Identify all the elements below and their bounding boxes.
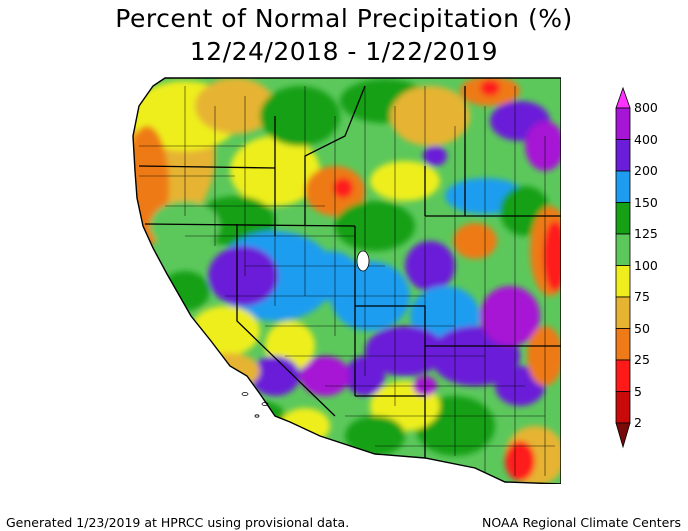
legend-band: [615, 202, 631, 235]
legend-band: [615, 107, 631, 140]
color-legend: 800 400 200 150 125 100 75 50 25 5 2: [614, 76, 688, 456]
map-title-block: Percent of Normal Precipitation (%) 12/2…: [0, 2, 688, 68]
legend-arrow-top: [615, 86, 631, 109]
precipitation-map-svg: [132, 77, 561, 484]
legend-band: [615, 391, 631, 424]
legend-label: 150: [634, 194, 658, 210]
legend-label: 50: [634, 320, 650, 336]
legend-colorbar: [615, 86, 631, 449]
legend-band: [615, 139, 631, 172]
legend-label: 200: [634, 163, 658, 178]
legend-arrow-bottom: [615, 422, 631, 449]
legend-band: [615, 359, 631, 392]
precipitation-map: [125, 76, 561, 484]
legend-band: [615, 328, 631, 361]
legend-label: 400: [634, 131, 658, 147]
legend-label: 25: [634, 352, 650, 367]
legend-band: [615, 265, 631, 298]
map-title: Percent of Normal Precipitation (%): [115, 4, 573, 33]
footer-source: NOAA Regional Climate Centers: [482, 515, 681, 530]
map-date-range: 12/24/2018 - 1/22/2019: [189, 37, 499, 66]
state-boundaries: [138, 85, 561, 476]
legend-label: 75: [634, 289, 650, 304]
legend-label: 100: [634, 257, 658, 273]
legend-label: 5: [634, 383, 642, 399]
legend-band: [615, 233, 631, 266]
legend-label: 125: [634, 226, 658, 241]
legend-band: [615, 296, 631, 329]
legend-label: 800: [634, 100, 658, 115]
legend-band: [615, 170, 631, 203]
footer-generated-note: Generated 1/23/2019 at HPRCC using provi…: [6, 515, 350, 530]
legend-label: 2: [634, 415, 642, 430]
